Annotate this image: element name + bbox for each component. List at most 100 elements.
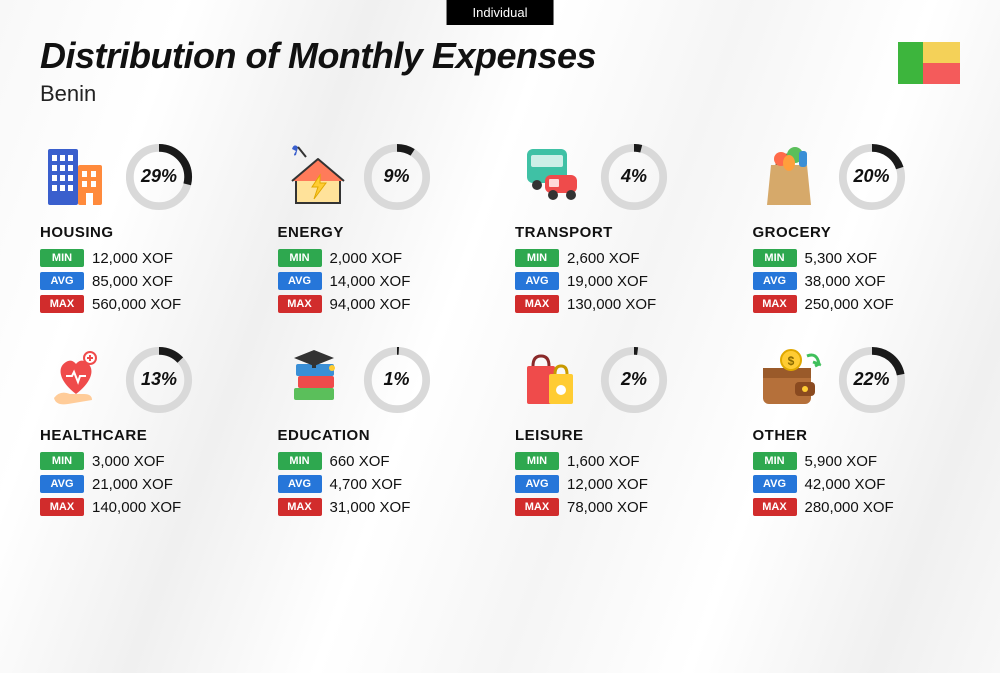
header-pill: Individual — [447, 0, 554, 25]
stats-block: MIN 5,900 XOF AVG 42,000 XOF MAX 280,000… — [753, 452, 961, 516]
percent-ring: 13% — [124, 345, 194, 415]
max-badge: MAX — [40, 295, 84, 313]
percent-value: 22% — [837, 345, 907, 415]
avg-badge: AVG — [278, 475, 322, 493]
min-value: 3,000 XOF — [92, 453, 165, 470]
stats-block: MIN 5,300 XOF AVG 38,000 XOF MAX 250,000… — [753, 249, 961, 313]
percent-ring: 4% — [599, 142, 669, 212]
percent-value: 4% — [599, 142, 669, 212]
min-value: 5,300 XOF — [805, 250, 878, 267]
grocery-bag-icon — [753, 141, 825, 213]
avg-badge: AVG — [515, 475, 559, 493]
avg-badge: AVG — [753, 272, 797, 290]
heart-hand-icon — [40, 344, 112, 416]
min-badge: MIN — [753, 452, 797, 470]
avg-value: 12,000 XOF — [567, 476, 648, 493]
max-value: 94,000 XOF — [330, 296, 411, 313]
category-card-healthcare: 13% HEALTHCARE MIN 3,000 XOF AVG 21,000 … — [40, 342, 248, 521]
min-badge: MIN — [515, 452, 559, 470]
percent-value: 29% — [124, 142, 194, 212]
category-card-grocery: 20% GROCERY MIN 5,300 XOF AVG 38,000 XOF… — [753, 139, 961, 318]
benin-flag-icon — [898, 42, 960, 84]
min-badge: MIN — [278, 249, 322, 267]
max-value: 140,000 XOF — [92, 499, 181, 516]
max-badge: MAX — [753, 295, 797, 313]
category-card-leisure: 2% LEISURE MIN 1,600 XOF AVG 12,000 XOF … — [515, 342, 723, 521]
max-badge: MAX — [515, 295, 559, 313]
max-badge: MAX — [278, 498, 322, 516]
buildings-icon — [40, 141, 112, 213]
avg-value: 85,000 XOF — [92, 273, 173, 290]
max-value: 78,000 XOF — [567, 499, 648, 516]
avg-badge: AVG — [40, 475, 84, 493]
percent-ring: 1% — [362, 345, 432, 415]
min-value: 2,600 XOF — [567, 250, 640, 267]
house-bolt-icon — [278, 141, 350, 213]
category-card-energy: 9% ENERGY MIN 2,000 XOF AVG 14,000 XOF M… — [278, 139, 486, 318]
category-card-housing: 29% HOUSING MIN 12,000 XOF AVG 85,000 XO… — [40, 139, 248, 318]
max-value: 560,000 XOF — [92, 296, 181, 313]
category-label: ENERGY — [278, 224, 486, 241]
avg-value: 4,700 XOF — [330, 476, 403, 493]
percent-value: 2% — [599, 345, 669, 415]
category-card-other: $ 22% OTHER MIN 5,900 XOF AVG 42,000 XOF… — [753, 342, 961, 521]
avg-value: 21,000 XOF — [92, 476, 173, 493]
stats-block: MIN 1,600 XOF AVG 12,000 XOF MAX 78,000 … — [515, 452, 723, 516]
min-value: 2,000 XOF — [330, 250, 403, 267]
percent-ring: 20% — [837, 142, 907, 212]
percent-value: 9% — [362, 142, 432, 212]
min-value: 660 XOF — [330, 453, 390, 470]
max-value: 250,000 XOF — [805, 296, 894, 313]
min-badge: MIN — [278, 452, 322, 470]
max-value: 31,000 XOF — [330, 499, 411, 516]
max-badge: MAX — [515, 498, 559, 516]
category-label: LEISURE — [515, 427, 723, 444]
stats-block: MIN 660 XOF AVG 4,700 XOF MAX 31,000 XOF — [278, 452, 486, 516]
avg-badge: AVG — [278, 272, 322, 290]
max-badge: MAX — [40, 498, 84, 516]
category-label: GROCERY — [753, 224, 961, 241]
shopping-bags-icon — [515, 344, 587, 416]
min-badge: MIN — [515, 249, 559, 267]
category-card-transport: 4% TRANSPORT MIN 2,600 XOF AVG 19,000 XO… — [515, 139, 723, 318]
category-label: HEALTHCARE — [40, 427, 248, 444]
percent-value: 1% — [362, 345, 432, 415]
stats-block: MIN 3,000 XOF AVG 21,000 XOF MAX 140,000… — [40, 452, 248, 516]
page-title: Distribution of Monthly Expenses — [40, 35, 960, 77]
categories-grid: 29% HOUSING MIN 12,000 XOF AVG 85,000 XO… — [40, 139, 960, 521]
country-subtitle: Benin — [40, 81, 960, 107]
grad-books-icon — [278, 344, 350, 416]
avg-value: 38,000 XOF — [805, 273, 886, 290]
min-value: 1,600 XOF — [567, 453, 640, 470]
stats-block: MIN 12,000 XOF AVG 85,000 XOF MAX 560,00… — [40, 249, 248, 313]
min-badge: MIN — [40, 249, 84, 267]
category-label: EDUCATION — [278, 427, 486, 444]
wallet-icon: $ — [753, 344, 825, 416]
bus-car-icon — [515, 141, 587, 213]
max-badge: MAX — [278, 295, 322, 313]
percent-value: 20% — [837, 142, 907, 212]
min-value: 12,000 XOF — [92, 250, 173, 267]
category-label: HOUSING — [40, 224, 248, 241]
max-value: 130,000 XOF — [567, 296, 656, 313]
min-badge: MIN — [753, 249, 797, 267]
percent-ring: 29% — [124, 142, 194, 212]
min-value: 5,900 XOF — [805, 453, 878, 470]
percent-ring: 9% — [362, 142, 432, 212]
avg-value: 19,000 XOF — [567, 273, 648, 290]
percent-ring: 22% — [837, 345, 907, 415]
max-badge: MAX — [753, 498, 797, 516]
svg-text:$: $ — [787, 354, 794, 368]
category-card-education: 1% EDUCATION MIN 660 XOF AVG 4,700 XOF M… — [278, 342, 486, 521]
avg-badge: AVG — [515, 272, 559, 290]
avg-value: 42,000 XOF — [805, 476, 886, 493]
percent-ring: 2% — [599, 345, 669, 415]
avg-value: 14,000 XOF — [330, 273, 411, 290]
avg-badge: AVG — [753, 475, 797, 493]
category-label: OTHER — [753, 427, 961, 444]
category-label: TRANSPORT — [515, 224, 723, 241]
max-value: 280,000 XOF — [805, 499, 894, 516]
avg-badge: AVG — [40, 272, 84, 290]
stats-block: MIN 2,000 XOF AVG 14,000 XOF MAX 94,000 … — [278, 249, 486, 313]
stats-block: MIN 2,600 XOF AVG 19,000 XOF MAX 130,000… — [515, 249, 723, 313]
